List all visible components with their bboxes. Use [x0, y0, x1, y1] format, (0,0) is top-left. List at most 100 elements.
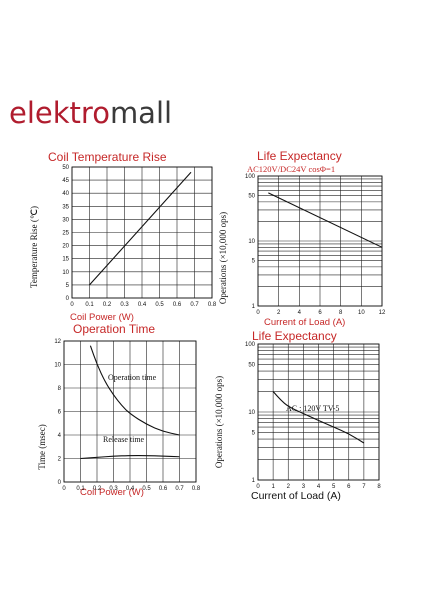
y-axis-label: Temperature Rise (℃) [29, 206, 39, 288]
x-tick-label: 5 [332, 484, 336, 490]
x-tick-label: 0.1 [85, 302, 94, 308]
x-axis-label: Current of Load (A) [251, 490, 341, 502]
x-axis-label: Coil Power (W) [80, 487, 144, 498]
y-tick-label: 25 [62, 231, 69, 237]
x-tick-label: 0.6 [159, 486, 168, 492]
x-tick-label: 8 [377, 484, 381, 490]
y-axis-label: Operations (×10,000 ops) [214, 376, 224, 468]
plot-frame [71, 166, 213, 299]
x-tick-label: 0.3 [120, 302, 129, 308]
chart-annotation: AC : 120V TV-5 [286, 404, 339, 413]
y-tick-label: 30 [62, 217, 69, 223]
series-label-operation-time: Operation time [108, 373, 157, 382]
x-tick-label: 0 [256, 310, 260, 316]
x-tick-label: 0.8 [208, 302, 217, 308]
y-tick-label: 0 [66, 296, 70, 302]
x-tick-label: 0 [256, 484, 260, 490]
y-tick-label: 6 [58, 410, 62, 416]
chart-coil-temperature-rise: Coil Temperature Rise Coil Power (W) Tem… [29, 150, 217, 323]
x-tick-label: 0.8 [192, 486, 201, 492]
grid-lines [71, 166, 213, 299]
x-tick-label: 6 [318, 310, 322, 316]
y-tick-label: 100 [245, 174, 256, 180]
y-tick-label: 8 [58, 386, 62, 392]
y-tick-label: 5 [252, 259, 256, 265]
series-line-0 [89, 345, 180, 436]
x-tick-label: 0.7 [190, 302, 199, 308]
series-line-0 [268, 192, 383, 248]
y-axis-label: Time (msec) [37, 424, 47, 469]
y-tick-label: 10 [54, 363, 61, 369]
x-tick-label: 0.5 [142, 486, 151, 492]
x-tick-label: 4 [298, 310, 302, 316]
y-tick-label: 4 [58, 433, 62, 439]
x-tick-label: 1 [271, 484, 275, 490]
y-tick-label: 1 [252, 304, 256, 310]
plot-frame [63, 340, 197, 483]
brand-logo-text: elektromall [9, 96, 172, 130]
chart-title: Coil Temperature Rise [48, 150, 167, 164]
y-tick-label: 5 [252, 430, 256, 436]
x-tick-label: 3 [302, 484, 306, 490]
x-tick-label: 12 [379, 310, 386, 316]
x-tick-label: 0.5 [155, 302, 164, 308]
x-tick-label: 0.4 [138, 302, 147, 308]
chart-life-expectancy-bottom: Life Expectancy Current of Load (A) Oper… [214, 329, 381, 502]
x-tick-label: 0.6 [173, 302, 182, 308]
grid-lines [257, 343, 380, 481]
y-tick-label: 100 [245, 342, 256, 348]
x-tick-label: 4 [317, 484, 321, 490]
brand-logo: elektromall [9, 96, 172, 130]
x-tick-label: 0.4 [126, 486, 135, 492]
x-axis-label: Coil Power (W) [70, 312, 134, 323]
y-tick-label: 2 [58, 457, 62, 463]
y-tick-label: 50 [248, 194, 255, 200]
series-label-release-time: Release time [103, 435, 145, 444]
x-tick-label: 7 [362, 484, 366, 490]
plot-frame [257, 343, 380, 481]
chart-subtitle: AC120V/DC24V cosΦ=1 [247, 164, 335, 174]
y-tick-label: 12 [54, 339, 61, 345]
y-tick-label: 15 [62, 257, 69, 263]
y-tick-label: 50 [62, 165, 69, 171]
chart-title: Life Expectancy [252, 329, 337, 343]
chart-operation-time: Operation Time Coil Power (W) Time (msec… [37, 322, 201, 498]
x-tick-label: 0 [62, 486, 66, 492]
series-line-0 [272, 391, 365, 444]
y-tick-label: 10 [248, 239, 255, 245]
y-tick-label: 1 [252, 478, 256, 484]
x-tick-label: 0 [70, 302, 74, 308]
y-tick-label: 50 [248, 362, 255, 368]
brand-part2: mall [110, 96, 172, 130]
x-tick-label: 0.2 [93, 486, 102, 492]
y-axis-label: Operations (×10,000 ops) [218, 212, 228, 304]
series-line-1 [80, 455, 180, 460]
y-tick-label: 45 [62, 178, 69, 184]
y-tick-label: 40 [62, 191, 69, 197]
x-axis-label: Current of Load (A) [264, 317, 345, 328]
x-tick-label: 0.3 [109, 486, 118, 492]
x-tick-label: 0.2 [103, 302, 112, 308]
x-tick-label: 2 [287, 484, 291, 490]
chart-title: Operation Time [73, 322, 155, 336]
x-tick-label: 10 [358, 310, 365, 316]
x-tick-label: 0.7 [175, 486, 184, 492]
plot-frame [257, 175, 383, 307]
grid-lines [63, 340, 197, 483]
x-tick-label: 2 [277, 310, 281, 316]
chart-title: Life Expectancy [257, 149, 342, 163]
y-tick-label: 10 [248, 410, 255, 416]
series-line-0 [89, 171, 192, 286]
y-tick-label: 20 [62, 244, 69, 250]
brand-part1: elektro [9, 96, 110, 130]
x-tick-label: 0.1 [76, 486, 85, 492]
x-tick-label: 6 [347, 484, 351, 490]
chart-life-expectancy-top: Life Expectancy AC120V/DC24V cosΦ=1 Curr… [218, 149, 386, 328]
x-tick-label: 8 [339, 310, 343, 316]
y-tick-label: 0 [58, 480, 62, 486]
grid-lines [257, 175, 383, 307]
y-tick-label: 10 [62, 270, 69, 276]
y-tick-label: 35 [62, 204, 69, 210]
y-tick-label: 5 [66, 283, 70, 289]
